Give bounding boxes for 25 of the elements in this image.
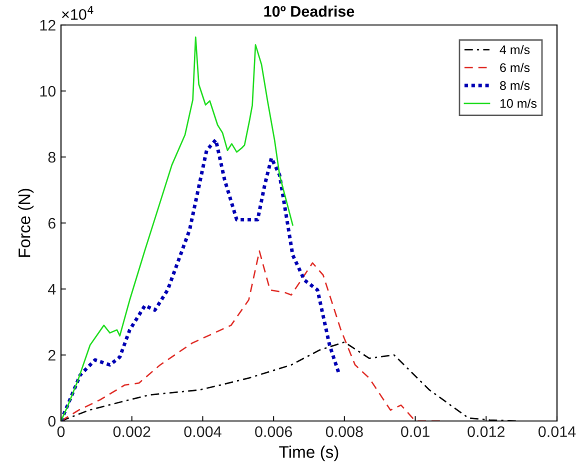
chart-title: 10º Deadrise xyxy=(264,6,354,17)
x-tick-label: 0.002 xyxy=(113,426,150,438)
x-tick-label: 0.004 xyxy=(184,426,222,438)
line-series xyxy=(61,36,294,421)
y-tick-label: 2 xyxy=(48,350,56,361)
x-tick-label: 0.012 xyxy=(468,426,504,438)
y-tick-label: 10 xyxy=(40,86,56,97)
line-series xyxy=(61,138,342,421)
y-tick-label: 4 xyxy=(48,284,56,295)
legend-label: 8 m/s xyxy=(500,80,530,90)
legend-label: 6 m/s xyxy=(500,62,530,72)
x-tick-label: 0.014 xyxy=(538,426,576,438)
y-tick-label: 8 xyxy=(48,152,56,163)
legend-label: 10 m/s xyxy=(500,98,537,108)
x-tick-label: 0.008 xyxy=(326,426,363,438)
legend-label: 4 m/s xyxy=(500,45,530,54)
x-tick-label: 0 xyxy=(57,426,65,438)
x-tick-label: 0.01 xyxy=(401,426,430,438)
y-axis-title: Force (N) xyxy=(18,188,34,257)
y-tick-label: 6 xyxy=(48,218,56,229)
text: ×10$^{4}$ xyxy=(62,6,94,20)
y-tick-label: 0 xyxy=(48,416,56,427)
y-tick-label: 12 xyxy=(40,20,56,31)
x-tick-label: 0.006 xyxy=(255,426,292,438)
x-axis-title: Time (s) xyxy=(279,446,338,462)
